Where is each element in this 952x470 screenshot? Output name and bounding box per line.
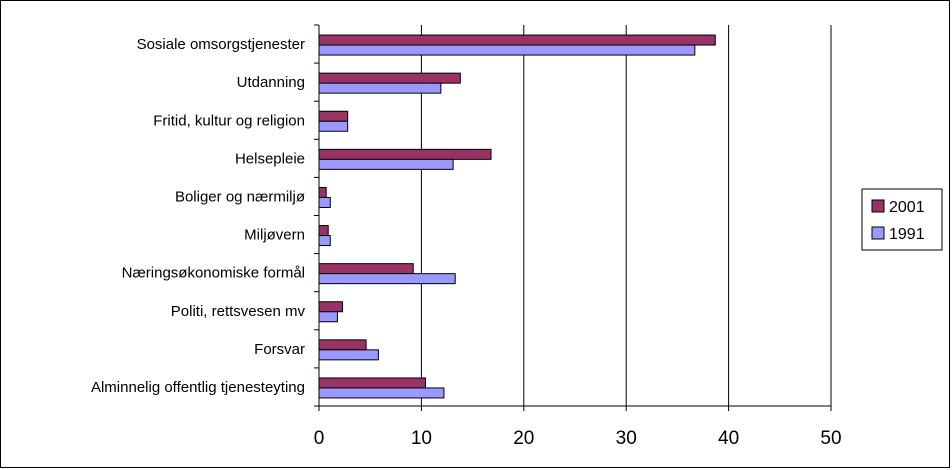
legend-label-2001: 2001	[889, 199, 925, 216]
category-label: Politi, rettsvesen mv	[171, 303, 306, 320]
legend: 2001 1991	[861, 188, 943, 251]
category-label: Forsvar	[254, 341, 305, 358]
bar-2001	[318, 110, 349, 122]
bar-1991	[318, 120, 349, 132]
x-tick-label: 10	[411, 428, 432, 449]
bar-2001	[318, 186, 327, 198]
bar-2001	[318, 34, 716, 46]
bar-2001	[318, 263, 414, 275]
bar-2001	[318, 301, 344, 313]
category-label: Sosiale omsorgstjenester	[137, 36, 305, 53]
legend-swatch-2001	[871, 199, 885, 213]
plot-area: Sosiale omsorgstjenester Utdanning Fritid,…	[91, 24, 842, 449]
bar-1991	[318, 311, 338, 323]
category-label: Næringsøkonomiske formål	[122, 265, 305, 282]
bar-1991	[318, 196, 331, 208]
bar-1991	[318, 273, 456, 285]
category-label: Miljøvern	[244, 227, 305, 244]
x-tick-label: 30	[616, 428, 637, 449]
bar-1991	[318, 158, 454, 170]
bar-2001	[318, 339, 367, 351]
bar-1991	[318, 349, 379, 361]
x-tick-label: 40	[718, 428, 739, 449]
bar-1991	[318, 387, 445, 399]
legend-label-1991: 1991	[889, 226, 925, 243]
category-label: Utdanning	[237, 74, 305, 91]
x-tick-label: 0	[314, 428, 325, 449]
bar-2001	[318, 72, 461, 84]
legend-box	[861, 188, 943, 251]
legend-swatch-1991	[871, 226, 885, 240]
x-tick-label: 50	[820, 428, 841, 449]
category-label: Fritid, kultur og religion	[153, 112, 305, 129]
bar-2001	[318, 377, 426, 389]
bar-1991	[318, 44, 696, 56]
bar-2001	[318, 148, 492, 160]
category-label: Helsepleie	[235, 150, 305, 167]
category-label: Boliger og nærmiljø	[175, 188, 305, 205]
bar-1991	[318, 235, 331, 247]
bar-1991	[318, 82, 442, 94]
x-tick-label: 20	[513, 428, 534, 449]
bar-2001	[318, 225, 329, 237]
category-label: Alminnelig offentlig tjenesteyting	[91, 379, 305, 396]
